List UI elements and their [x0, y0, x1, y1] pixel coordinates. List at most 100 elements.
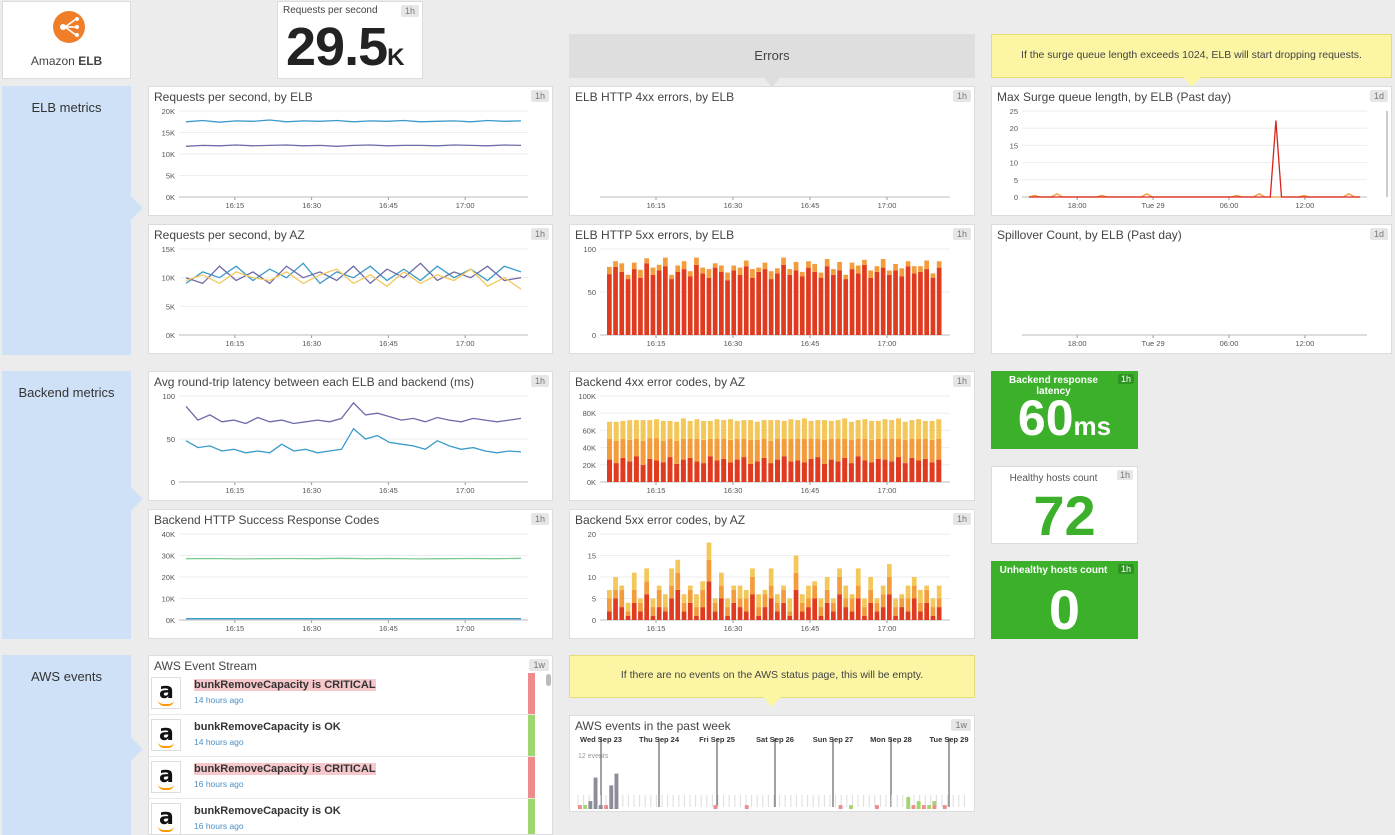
panel-title: Backend 4xx error codes, by AZ: [575, 375, 746, 389]
timeframe-badge[interactable]: 1h: [952, 228, 971, 240]
timeframe-badge[interactable]: 1h: [952, 513, 971, 525]
event-title[interactable]: bunkRemoveCapacity is CRITICAL: [194, 679, 376, 691]
panel-surge-queue[interactable]: 25 20 15 10 5 0 18:00 Tue 29 06:00 12:00 Max Surg…: [991, 86, 1392, 216]
bar-segment: [719, 265, 724, 272]
timeframe-badge[interactable]: 1h: [530, 513, 549, 525]
timeframe-badge[interactable]: 1h: [1117, 564, 1134, 574]
y-tick-label: 10: [1010, 159, 1018, 168]
panel-title: Spillover Count, by ELB (Past day): [997, 228, 1182, 242]
bar-segment: [644, 581, 649, 595]
bar-segment: [656, 589, 662, 608]
timeframe-badge[interactable]: 1w: [951, 719, 971, 731]
event-title[interactable]: bunkRemoveCapacity is CRITICAL: [194, 763, 376, 775]
panel-backend-success[interactable]: 40K 30K 20K 10K 0K 16:15 16:30 16:45 17:00 Backe…: [148, 509, 553, 639]
timeframe-badge[interactable]: 1h: [530, 90, 549, 102]
bar-segment: [849, 269, 855, 335]
bar-segment: [875, 805, 879, 809]
bar-segment: [874, 602, 880, 612]
event-item[interactable]: a bunkRemoveCapacity is CRITICAL 14 hour…: [149, 673, 535, 715]
bar-segment: [656, 270, 662, 335]
bar-segment: [700, 273, 705, 335]
bar-segment: [734, 439, 740, 460]
bar-segment: [762, 589, 768, 595]
bar-segment: [862, 439, 868, 461]
bar-segment: [837, 261, 842, 271]
rps-stat-widget[interactable]: Requests per second 1h 29.5K: [277, 1, 423, 79]
panel-rps-by-elb[interactable]: 20K 15K 10K 5K 0K 16:15 16:30 16:45 17:00 Reques…: [148, 86, 553, 216]
y-tick-label: 0K: [166, 616, 175, 625]
bar-segment: [654, 460, 659, 482]
panel-elb-5xx[interactable]: 100 50 0 16:15 16:30 16:45 17:00 ELB HTTP 5xx …: [569, 224, 975, 354]
event-item[interactable]: a bunkRemoveCapacity is OK 14 hours ago: [149, 715, 535, 757]
bar-segment: [700, 607, 705, 620]
bar-segment: [835, 461, 841, 482]
day-label: Fri Sep 25: [699, 735, 735, 744]
bar-segment: [806, 585, 811, 599]
bar-segment: [787, 274, 793, 335]
bar-segment: [880, 267, 886, 335]
bar-segment: [625, 274, 631, 280]
y-tick-label: 0: [1014, 193, 1018, 202]
timeframe-badge[interactable]: 1d: [1369, 90, 1388, 102]
event-list: a bunkRemoveCapacity is CRITICAL 14 hour…: [149, 673, 549, 834]
bar-segment: [887, 577, 892, 595]
bar-segment: [843, 585, 849, 599]
healthy-hosts-stat[interactable]: Healthy hosts count 1h 72: [991, 466, 1138, 547]
x-tick-label: 12:00: [1296, 201, 1315, 210]
panel-elb-4xx[interactable]: 16:15 16:30 16:45 17:00 ELB HTTP 4xx errors…: [569, 86, 975, 216]
event-item[interactable]: a bunkRemoveCapacity is CRITICAL 16 hour…: [149, 757, 535, 799]
bar-segment: [793, 555, 799, 573]
event-stream-scrollbar[interactable]: [546, 674, 551, 686]
stat-title: Backend response latency: [1009, 375, 1098, 397]
y-tick-label: 20K: [162, 573, 175, 582]
panel-backend-4xx[interactable]: 100K 80K 60K 40K 20K 0K 16:15 16:30 16:45 17:00 B…: [569, 371, 975, 501]
panel-latency[interactable]: 100 50 0 16:15 16:30 16:45 17:00 Avg round-tri…: [148, 371, 553, 501]
event-title[interactable]: bunkRemoveCapacity is OK: [194, 805, 341, 817]
bar-segment: [725, 598, 730, 608]
backend-latency-stat[interactable]: Backend response latency 1h 60ms: [991, 371, 1138, 449]
unhealthy-hosts-stat[interactable]: Unhealthy hosts count 1h 0: [991, 561, 1138, 641]
timeframe-badge[interactable]: 1h: [952, 375, 971, 387]
timeframe-badge[interactable]: 1d: [1369, 228, 1388, 240]
bar-segment: [880, 594, 886, 608]
bar-segment: [882, 459, 888, 482]
y-tick-label: 0K: [166, 193, 175, 202]
bar-segment: [905, 598, 911, 612]
timeframe-badge[interactable]: 1h: [530, 375, 549, 387]
event-title[interactable]: bunkRemoveCapacity is OK: [194, 721, 341, 733]
bar-segment: [775, 268, 780, 274]
timeframe-badge[interactable]: 1h: [1116, 470, 1133, 480]
event-status-bar: [528, 799, 535, 834]
series-line: [185, 262, 522, 285]
bar-segment: [936, 439, 942, 460]
timeframe-badge[interactable]: 1h: [1117, 374, 1134, 384]
bar-segment: [788, 461, 794, 482]
panel-rps-by-az[interactable]: 15K 10K 5K 0K 16:15 16:30 16:45 17:00 Requests …: [148, 224, 553, 354]
panel-spillover[interactable]: 18:00 Tue 29 06:00 12:00 Spillover Count, b…: [991, 224, 1392, 354]
bar-segment: [799, 276, 805, 335]
timeframe-badge[interactable]: 1h: [530, 228, 549, 240]
bar-segment: [656, 585, 662, 590]
bar-segment: [924, 269, 929, 335]
rps-stat-badge: 1h: [400, 5, 419, 17]
event-item[interactable]: a bunkRemoveCapacity is OK 16 hours ago: [149, 799, 535, 834]
bar-segment: [787, 269, 793, 275]
bar-segment: [625, 279, 631, 335]
timeframe-badge[interactable]: 1w: [529, 659, 549, 671]
x-tick-label: 17:00: [878, 624, 897, 633]
y-tick-label: 0: [592, 616, 596, 625]
panel-backend-5xx[interactable]: 20 15 10 5 0 16:15 16:30 16:45 17:00 Backend 5xx…: [569, 509, 975, 639]
bar-segment: [604, 805, 608, 809]
bar-segment: [875, 458, 881, 482]
bar-segment: [743, 260, 749, 267]
bar-segment: [838, 805, 843, 809]
bar-segment: [640, 420, 646, 441]
bar-segment: [712, 598, 718, 603]
timeframe-badge[interactable]: 1h: [952, 90, 971, 102]
errors-group-label: Errors: [754, 48, 790, 63]
panel-event-stream[interactable]: AWS Event Stream 1w a bunkRemoveCapacity…: [148, 655, 553, 835]
bar-segment: [741, 420, 747, 439]
panel-events-week[interactable]: Wed Sep 23 Thu Sep 24 Fri Sep 25 Sat Sep 26…: [569, 715, 975, 812]
day-label: Wed Sep 23: [580, 735, 622, 744]
bar-segment: [719, 585, 724, 599]
